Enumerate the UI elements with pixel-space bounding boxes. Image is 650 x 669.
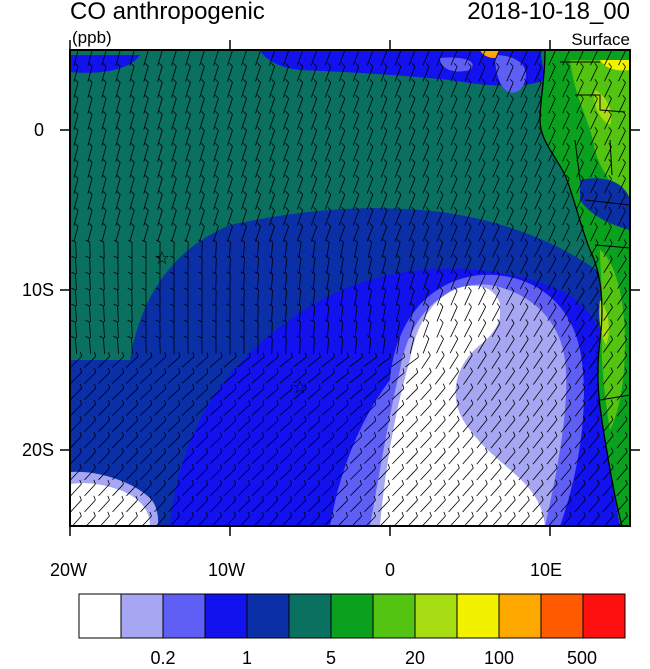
colorbar-label-1: 1: [241, 648, 253, 668]
colorbar-swatch: [204, 593, 248, 639]
colorbar-swatch: [246, 593, 290, 639]
field-white-blob: [70, 479, 151, 526]
colorbar-swatch: [330, 593, 374, 639]
x-tick-10E: 10E: [530, 560, 563, 580]
colorbar-swatch: [414, 593, 458, 639]
field-white-region: [380, 285, 545, 526]
colorbar-label-4: 100: [483, 648, 515, 668]
colorbar-swatch: [288, 593, 332, 639]
y-tick-0: 0: [34, 120, 45, 140]
colorbar-swatch: [120, 593, 164, 639]
star-marker-1: ☆: [154, 248, 170, 268]
colorbar-label-3: 20: [404, 648, 426, 668]
axis-ticks: [60, 40, 640, 536]
x-tick-10W: 10W: [208, 560, 246, 580]
level-label: Surface: [571, 30, 630, 49]
plot-frame: [69, 49, 631, 527]
colorbar-label-5: 500: [566, 648, 598, 668]
map-title: CO anthropogenic: [70, 0, 265, 25]
field-plot: ☆ ☆: [70, 50, 630, 526]
x-tick-20W: 20W: [50, 560, 88, 580]
colorbar-swatch: [456, 593, 500, 639]
colorbar-label-0: 0.2: [150, 648, 176, 668]
timestamp-label: 2018-10-18_00: [467, 0, 630, 25]
colorbar-swatch: [78, 593, 122, 639]
field-top-blue-patch: [260, 50, 545, 86]
units-label: (ppb): [72, 28, 112, 47]
colorbar-swatch: [372, 593, 416, 639]
coastline: [539, 50, 623, 526]
x-tick-0: 0: [385, 560, 396, 580]
colorbar-swatch: [540, 593, 584, 639]
y-tick-20S: 20S: [22, 440, 55, 460]
colorbar-swatch: [498, 593, 542, 639]
colorbar-swatch: [582, 593, 626, 639]
colorbar: [78, 593, 626, 639]
y-tick-10S: 10S: [22, 280, 55, 300]
colorbar-label-2: 5: [325, 648, 337, 668]
star-marker-2: ☆: [292, 377, 308, 397]
colorbar-swatch: [162, 593, 206, 639]
